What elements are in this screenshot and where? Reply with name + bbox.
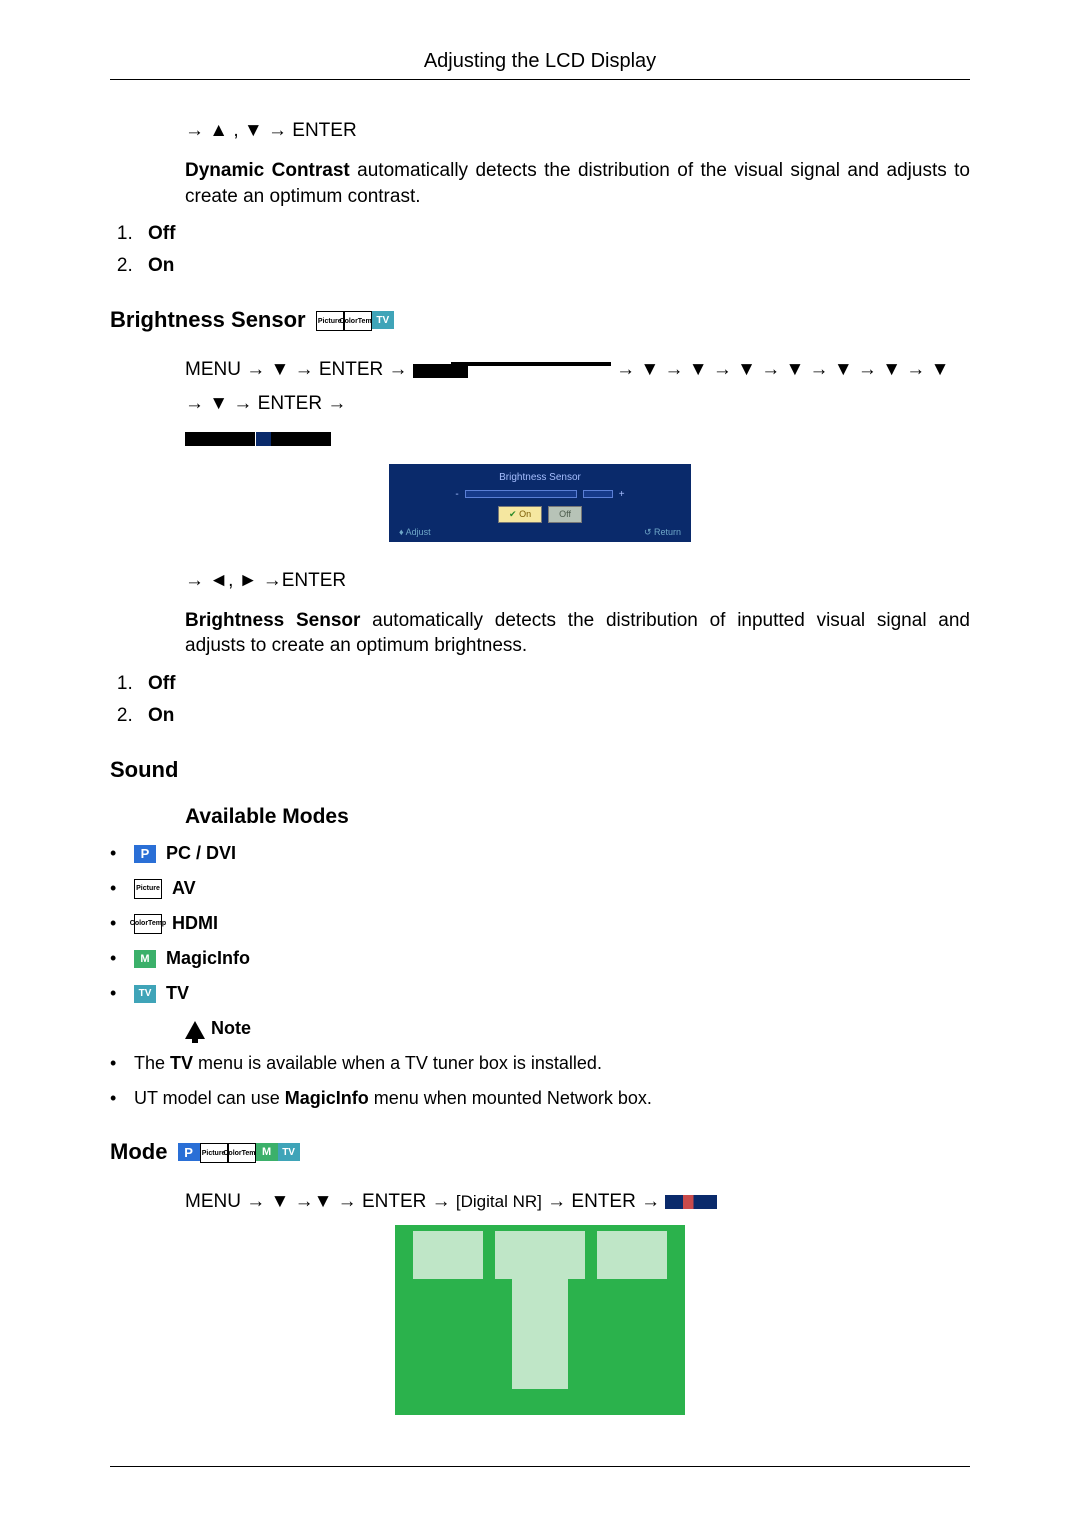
note-2c: menu when mounted Network box.	[369, 1088, 652, 1108]
osd-adjust-text: Adjust	[406, 527, 431, 537]
nav-mode-a: MENU → ▼ →▼ → ENTER →	[185, 1191, 456, 1212]
nav-mode-b: → ENTER →	[547, 1191, 665, 1212]
opt-off: Off	[138, 223, 970, 245]
osd-return-text: Return	[654, 527, 681, 537]
osd-block-c	[597, 1231, 667, 1279]
divider-bottom	[110, 1466, 970, 1467]
note-2: UT model can use MagicInfo menu when mou…	[110, 1088, 970, 1109]
tv-icon-3: TV	[278, 1143, 300, 1161]
p-icon-2: P	[178, 1143, 200, 1161]
heading-brightness-sensor-label: Brightness Sensor	[110, 307, 306, 332]
nav-bs-prefix: MENU → ▼ → ENTER →	[185, 359, 413, 380]
page-title: Adjusting the LCD Display	[0, 0, 1080, 73]
mode-hdmi: ColorTemp HDMI	[110, 913, 970, 934]
term-brightness-sensor: Brightness Sensor	[185, 610, 360, 631]
note-1: The TV menu is available when a TV tuner…	[110, 1053, 970, 1074]
osd-mode-screenshot	[395, 1225, 685, 1415]
mode-av: Picture AV	[110, 878, 970, 899]
note-1c: menu is available when a TV tuner box is…	[193, 1053, 602, 1073]
osd-thumb-1-icon	[413, 362, 611, 378]
colortemp-icon: ColorTemp	[344, 311, 372, 331]
note-1b: TV	[170, 1053, 193, 1073]
nav-bs-2: → ◄, ► →ENTER	[185, 570, 970, 592]
osd-minus: -	[455, 489, 458, 500]
modes-list: P PC / DVI Picture AV ColorTemp HDMI M M…	[110, 843, 970, 1004]
osd-return-label: ↺ Return	[644, 527, 681, 538]
divider-top	[110, 79, 970, 80]
osd-thumb-2-icon	[185, 432, 255, 446]
note-2b: MagicInfo	[285, 1088, 369, 1108]
nav-mode: MENU → ▼ →▼ → ENTER → [Digital NR] → ENT…	[185, 1185, 970, 1219]
note-label: Note	[211, 1018, 251, 1039]
mode-hdmi-label: HDMI	[172, 913, 218, 934]
osd-bar-fill	[465, 490, 577, 498]
mode-icons-bs: Picture ColorTemp TV	[316, 311, 394, 331]
osd-mode-top	[401, 1231, 679, 1279]
osd-block-a	[413, 1231, 483, 1279]
heading-brightness-sensor: Brightness Sensor Picture ColorTemp TV	[110, 307, 970, 333]
osd-plus: +	[619, 489, 625, 500]
nav-dyn-contrast: → ▲ , ▼ → ENTER	[185, 120, 970, 142]
osd-footer: ♦ Adjust ↺ Return	[395, 527, 685, 538]
note-icon	[185, 1021, 205, 1039]
term-dynamic-contrast: Dynamic Contrast	[185, 160, 350, 181]
osd-adjust-label: ♦ Adjust	[399, 527, 431, 538]
osd-block-b	[495, 1231, 585, 1279]
mode-magicinfo: M MagicInfo	[110, 948, 970, 969]
colortemp-icon-2: ColorTemp	[134, 914, 162, 934]
mode-tv-label: TV	[166, 983, 189, 1004]
opt-on-2: On	[138, 705, 970, 727]
digital-nr-label: [Digital NR]	[456, 1192, 542, 1211]
opt-on: On	[138, 255, 970, 277]
mode-av-label: AV	[172, 878, 196, 899]
list-brightness-sensor: Off On	[110, 673, 970, 727]
osd-thumb-3-icon	[256, 432, 331, 446]
subheading-available-modes: Available Modes	[185, 805, 970, 829]
page: Adjusting the LCD Display → ▲ , ▼ → ENTE…	[0, 0, 1080, 1527]
para-brightness-sensor: Brightness Sensor automatically detects …	[185, 608, 970, 659]
osd-brightness-sensor: Brightness Sensor - + On Off ♦ Adjust ↺ …	[389, 464, 691, 542]
para-dyn-contrast: Dynamic Contrast automatically detects t…	[185, 158, 970, 209]
heading-mode-label: Mode	[110, 1139, 167, 1164]
tv-icon-2: TV	[134, 985, 156, 1003]
tv-icon: TV	[372, 311, 394, 329]
osd-block-stem	[512, 1279, 568, 1389]
mode-icons-mode: P Picture ColorTemp M TV	[178, 1143, 300, 1163]
heading-sound: Sound	[110, 757, 970, 783]
p-icon: P	[134, 845, 156, 863]
heading-mode: Mode P Picture ColorTemp M TV	[110, 1139, 970, 1165]
list-dyn-contrast: Off On	[110, 223, 970, 277]
picture-icon-2: Picture	[134, 879, 162, 899]
mode-pc-label: PC / DVI	[166, 843, 236, 864]
note-1a: The	[134, 1053, 170, 1073]
note-2a: UT model can use	[134, 1088, 285, 1108]
osd-off-button[interactable]: Off	[548, 506, 582, 523]
magicinfo-icon-2: M	[256, 1143, 278, 1161]
opt-off-2: Off	[138, 673, 970, 695]
osd-buttons: On Off	[395, 506, 685, 523]
notes-list: The TV menu is available when a TV tuner…	[110, 1053, 970, 1109]
osd-thumb-mode-icon	[665, 1195, 717, 1209]
mode-pc: P PC / DVI	[110, 843, 970, 864]
osd-bar-empty	[583, 490, 613, 498]
mode-tv: TV TV	[110, 983, 970, 1004]
osd-title: Brightness Sensor	[395, 472, 685, 483]
mode-magicinfo-label: MagicInfo	[166, 948, 250, 969]
osd-slider-row: - +	[395, 489, 685, 500]
magicinfo-icon: M	[134, 950, 156, 968]
nav-brightness-sensor: MENU → ▼ → ENTER → → ▼ → ▼ → ▼ → ▼ → ▼ →…	[185, 353, 970, 456]
content: → ▲ , ▼ → ENTER Dynamic Contrast automat…	[0, 120, 1080, 1415]
note-heading: Note	[185, 1018, 970, 1039]
osd-on-button[interactable]: On	[498, 506, 542, 523]
colortemp-icon-3: ColorTemp	[228, 1143, 256, 1163]
